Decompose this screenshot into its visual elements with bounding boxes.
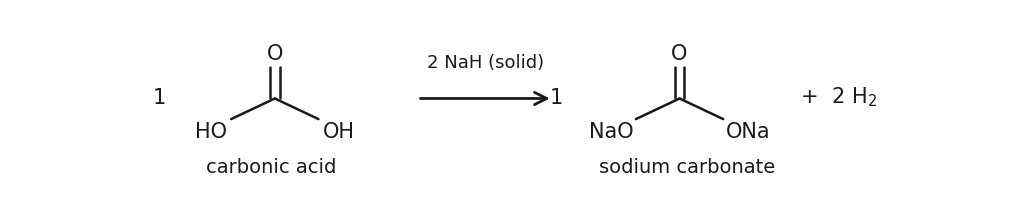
Text: HO: HO bbox=[196, 122, 227, 142]
Text: O: O bbox=[266, 44, 283, 64]
Text: O: O bbox=[672, 44, 688, 64]
Text: OH: OH bbox=[323, 122, 354, 142]
Text: carbonic acid: carbonic acid bbox=[206, 158, 336, 177]
Text: $\mathregular{+\ \ 2\ H_2}$: $\mathregular{+\ \ 2\ H_2}$ bbox=[800, 85, 877, 109]
Text: 2 NaH (solid): 2 NaH (solid) bbox=[427, 54, 544, 71]
Text: 1: 1 bbox=[550, 89, 563, 109]
Text: NaO: NaO bbox=[589, 122, 634, 142]
Text: ONa: ONa bbox=[726, 122, 770, 142]
Text: sodium carbonate: sodium carbonate bbox=[599, 158, 775, 177]
Text: 1: 1 bbox=[154, 89, 166, 109]
